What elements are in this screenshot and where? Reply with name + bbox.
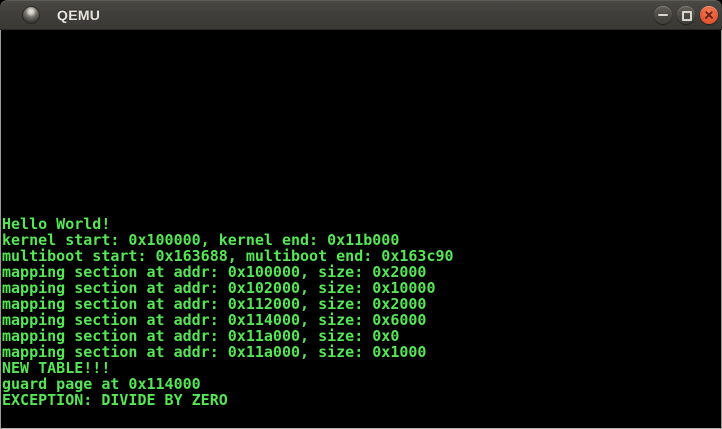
maximize-icon <box>682 11 692 21</box>
console-line: mapping section at addr: 0x102000, size:… <box>2 279 436 297</box>
window-title: QEMU <box>57 7 101 23</box>
console-line: multiboot start: 0x163688, multiboot end… <box>2 247 454 265</box>
console-line: mapping section at addr: 0x11a000, size:… <box>2 343 427 361</box>
maximize-button[interactable] <box>677 6 695 24</box>
console-line: guard page at 0x114000 <box>2 375 201 393</box>
minimize-icon <box>658 14 668 16</box>
console-line: EXCEPTION: DIVIDE BY ZERO <box>2 391 228 409</box>
window-controls <box>654 6 718 24</box>
console-line: Hello World! <box>2 215 111 233</box>
console-output: Hello World! kernel start: 0x100000, kern… <box>2 216 454 408</box>
minimize-button[interactable] <box>654 6 672 24</box>
console-line: NEW TABLE!!! <box>2 359 111 377</box>
console-line: kernel start: 0x100000, kernel end: 0x11… <box>2 231 400 249</box>
close-button[interactable] <box>700 6 718 24</box>
console-line: mapping section at addr: 0x11a000, size:… <box>2 327 400 345</box>
vga-console-display[interactable]: Hello World! kernel start: 0x100000, kern… <box>0 30 722 429</box>
qemu-window-icon <box>23 7 39 23</box>
close-icon <box>700 6 718 24</box>
console-line: mapping section at addr: 0x112000, size:… <box>2 295 427 313</box>
console-line: mapping section at addr: 0x114000, size:… <box>2 311 427 329</box>
titlebar[interactable]: QEMU <box>0 0 722 30</box>
console-line: mapping section at addr: 0x100000, size:… <box>2 263 427 281</box>
